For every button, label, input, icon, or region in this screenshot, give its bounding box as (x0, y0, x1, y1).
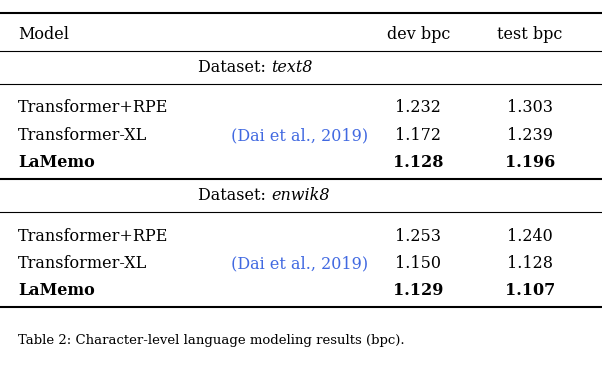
Text: 1.128: 1.128 (507, 255, 553, 272)
Text: LaMemo: LaMemo (18, 283, 95, 299)
Text: Transformer-XL: Transformer-XL (18, 127, 147, 144)
Text: Table 2: Character-level language modeling results (bpc).: Table 2: Character-level language modeli… (18, 334, 405, 347)
Text: Transformer+RPE: Transformer+RPE (18, 100, 169, 116)
Text: 1.232: 1.232 (396, 100, 441, 116)
Text: Dataset:: Dataset: (198, 187, 271, 204)
Text: test bpc: test bpc (497, 26, 562, 43)
Text: (Dai et al., 2019): (Dai et al., 2019) (226, 255, 368, 272)
Text: 1.253: 1.253 (396, 228, 441, 244)
Text: 1.129: 1.129 (393, 283, 444, 299)
Text: 1.239: 1.239 (507, 127, 553, 144)
Text: 1.303: 1.303 (507, 100, 553, 116)
Text: LaMemo: LaMemo (18, 154, 95, 171)
Text: Model: Model (18, 26, 69, 43)
Text: 1.196: 1.196 (504, 154, 555, 171)
Text: 1.128: 1.128 (393, 154, 444, 171)
Text: Dataset:: Dataset: (198, 59, 271, 76)
Text: enwik8: enwik8 (271, 187, 329, 204)
Text: Transformer-XL: Transformer-XL (18, 255, 147, 272)
Text: 1.150: 1.150 (396, 255, 441, 272)
Text: text8: text8 (271, 59, 312, 76)
Text: Transformer+RPE: Transformer+RPE (18, 228, 169, 244)
Text: dev bpc: dev bpc (386, 26, 450, 43)
Text: 1.172: 1.172 (396, 127, 441, 144)
Text: 1.240: 1.240 (507, 228, 553, 244)
Text: 1.107: 1.107 (504, 283, 555, 299)
Text: (Dai et al., 2019): (Dai et al., 2019) (226, 127, 368, 144)
